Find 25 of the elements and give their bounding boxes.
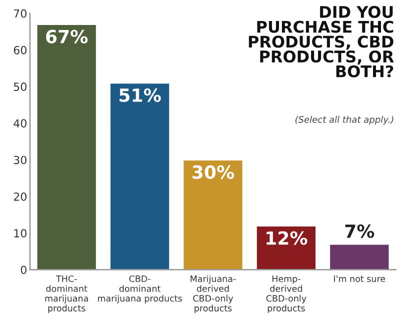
data-label: 7%	[345, 224, 374, 238]
y-tick-label: 30	[14, 156, 26, 164]
data-label: 30%	[192, 165, 234, 179]
bar	[255, 225, 317, 270]
y-tick-label: 20	[14, 192, 26, 201]
y-tick-label: 50	[14, 82, 26, 91]
y-tick-label: 0	[20, 266, 26, 274]
x-tick-label: Marijuana- derived CBD-only products	[190, 275, 236, 314]
y-tick-label: 40	[14, 119, 26, 128]
y-tick-label: 60	[14, 46, 26, 54]
x-tick-label: Hemp- derived CBD-only products	[266, 276, 306, 314]
data-label: 67%	[46, 30, 88, 44]
x-tick-label: I'm not sure	[334, 276, 386, 282]
y-tick-label: 10	[14, 229, 26, 238]
data-label: 51%	[120, 88, 161, 102]
bar	[109, 82, 171, 270]
data-label: 12%	[266, 231, 308, 245]
bar	[36, 24, 98, 270]
text: (Select all that apply.)	[295, 116, 394, 125]
bar	[182, 159, 244, 270]
bar	[328, 243, 390, 270]
y-tick-label: 70	[14, 9, 26, 18]
text: DID YOU PURCHASE THC PRODUCTS, CBD PRODUCTS, OR BOTH?	[248, 6, 394, 78]
x-tick-label: CBD- dominant marijuana products	[98, 275, 182, 304]
x-tick-label: THC- dominant marijuana products	[45, 275, 88, 314]
